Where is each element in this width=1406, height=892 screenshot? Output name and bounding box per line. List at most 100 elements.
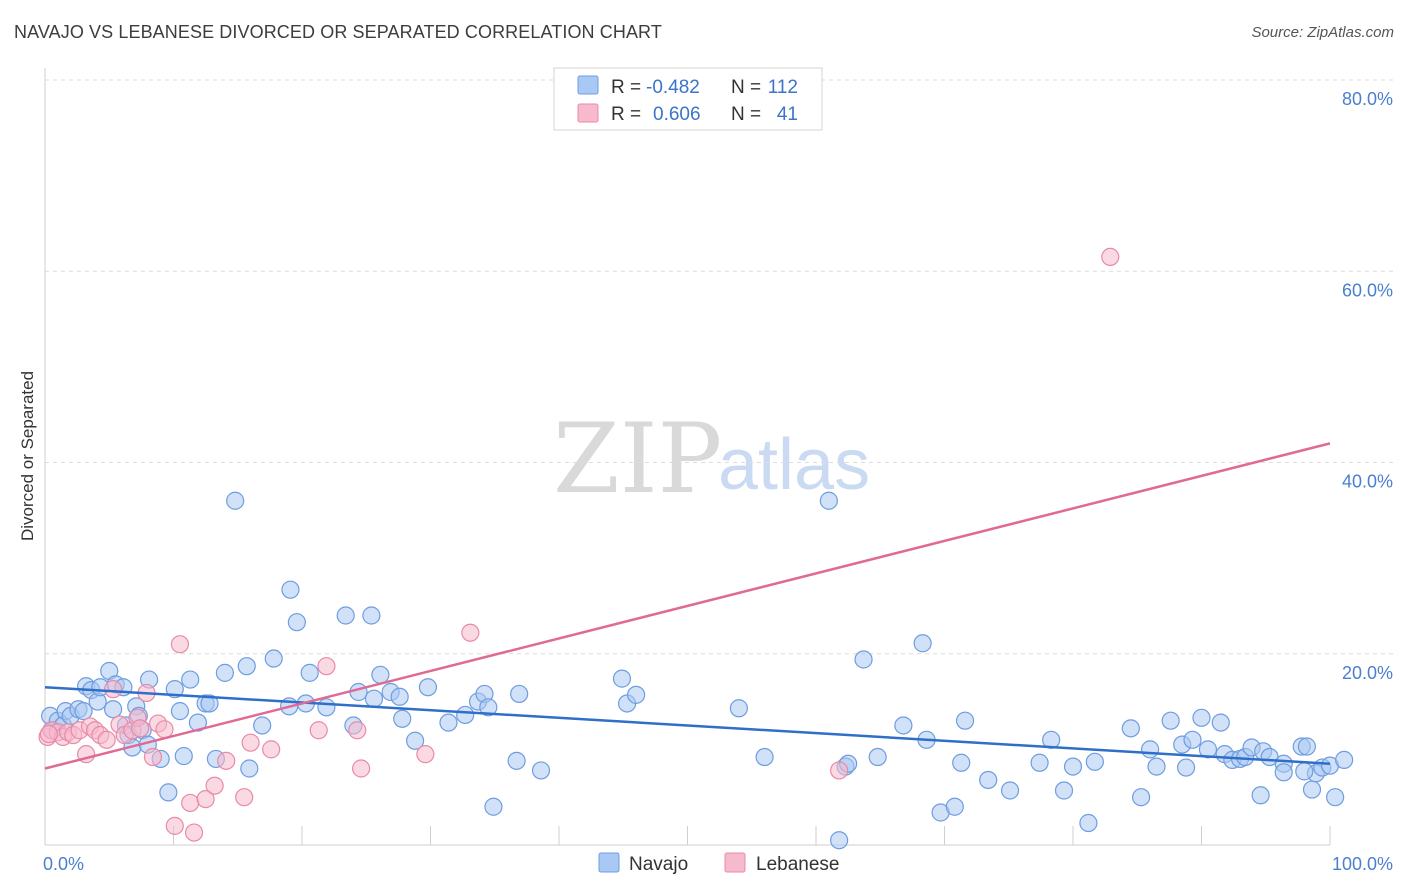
legend-n-label-navajo: N = [731,77,761,98]
navajo-point-70 [755,747,774,767]
lebanese-point-21 [155,720,174,739]
navajo-point-108 [1251,786,1270,805]
x-tick-label-min: 0.0% [43,854,84,874]
lebanese-point-23 [170,635,190,654]
navajo-point-25 [159,783,178,802]
lebanese-point-24 [181,793,200,813]
correlation-legend: R = -0.482 N = 112 R = 0.606 N = 41 [553,67,823,131]
navajo-point-56 [418,678,438,697]
navajo-point-61 [479,698,498,717]
y-tick-labels: 20.0% 40.0% 60.0% 80.0% [1342,89,1393,683]
navajo-point-75 [854,650,873,669]
lebanese-point-27 [205,776,224,795]
x-tick-label-max: 100.0% [1332,854,1393,874]
lebanese-point-40 [39,724,58,744]
navajo-point-85 [1000,781,1020,800]
chart-title: NAVAJO VS LEBANESE DIVORCED OR SEPARATED… [14,22,662,42]
legend-r-label-navajo: R = [611,77,641,98]
navajo-point-39 [264,649,283,668]
x-tick-marks [173,826,1331,845]
navajo-point-55 [405,731,425,750]
navajo-point-7 [74,702,93,721]
navajo-point-121 [1295,762,1314,781]
data-points [38,247,1354,850]
navajo-point-48 [349,682,368,702]
navajo-point-32 [200,694,219,713]
legend-n-value-navajo: 112 [768,77,798,98]
navajo-point-101 [1198,740,1218,759]
navajo-point-54 [393,709,412,728]
navajo-point-81 [945,797,964,816]
navajo-point-86 [1030,753,1049,772]
lebanese-point-30 [241,733,260,752]
navajo-trend-line [44,685,1331,765]
navajo-point-96 [1161,711,1180,730]
navajo-point-35 [226,491,245,510]
navajo-point-51 [371,665,390,684]
lebanese-point-34 [348,721,367,740]
gridlines [45,79,1393,655]
navajo-point-76 [868,747,887,767]
navajo-point-88 [1054,781,1074,800]
navajo-point-78 [913,634,932,653]
lebanese-point-19 [143,747,163,767]
navajo-point-83 [955,711,975,730]
navajo-point-94 [1140,740,1160,759]
y-tick-label-80: 80.0% [1342,89,1393,109]
watermark-zip: ZIP [553,403,722,515]
navajo-point-36 [237,657,256,676]
lebanese-point-31 [262,740,281,759]
y-axis-label: Divorced or Separated [18,371,37,541]
lebanese-point-29 [235,788,254,807]
navajo-point-65 [531,761,551,780]
navajo-point-100 [1192,708,1211,727]
navajo-point-91 [1085,752,1104,771]
lebanese-point-25 [184,823,204,842]
lebanese-point-12 [104,680,123,699]
series-legend: Navajo Lebanese [598,852,839,875]
navajo-point-41 [281,580,300,599]
series-label-lebanese: Lebanese [756,854,839,875]
navajo-point-12 [104,700,123,719]
lebanese-point-28 [217,751,236,770]
navajo-point-92 [1121,719,1140,738]
y-tick-label-60: 60.0% [1342,280,1393,300]
legend-swatch-lebanese [577,103,599,123]
navajo-point-102 [1211,713,1230,732]
navajo-point-34 [215,663,234,682]
navajo-point-50 [364,689,384,708]
source-credit: Source: ZipAtlas.com [1251,24,1394,41]
navajo-point-93 [1132,788,1151,807]
lebanese-point-38 [830,761,849,780]
legend-n-label-lebanese: N = [731,104,761,125]
navajo-point-72 [830,831,849,850]
lebanese-point-35 [352,759,371,778]
y-tick-label-40: 40.0% [1342,472,1393,492]
navajo-point-62 [484,797,503,816]
navajo-point-66 [612,669,632,688]
navajo-point-58 [456,705,475,725]
navajo-point-57 [439,713,458,732]
legend-r-label-lebanese: R = [611,104,641,125]
navajo-point-38 [253,716,272,735]
navajo-point-114 [1297,737,1316,756]
navajo-point-44 [300,663,319,682]
watermark-atlas: atlas [718,425,870,505]
navajo-point-28 [174,746,193,766]
navajo-point-84 [979,770,998,790]
navajo-point-95 [1147,757,1166,776]
navajo-point-89 [1063,757,1083,776]
trend-lines [44,442,1331,770]
navajo-point-99 [1183,730,1202,749]
series-swatch-navajo [598,852,620,873]
lebanese-point-22 [165,816,184,835]
legend-swatch-navajo [577,75,599,95]
lebanese-point-32 [309,721,328,740]
navajo-point-77 [894,716,913,735]
navajo-point-63 [507,751,526,770]
lebanese-point-17 [130,719,150,738]
navajo-point-37 [240,759,259,778]
lebanese-point-36 [416,745,435,764]
navajo-point-98 [1176,758,1196,777]
navajo-point-46 [336,606,355,625]
